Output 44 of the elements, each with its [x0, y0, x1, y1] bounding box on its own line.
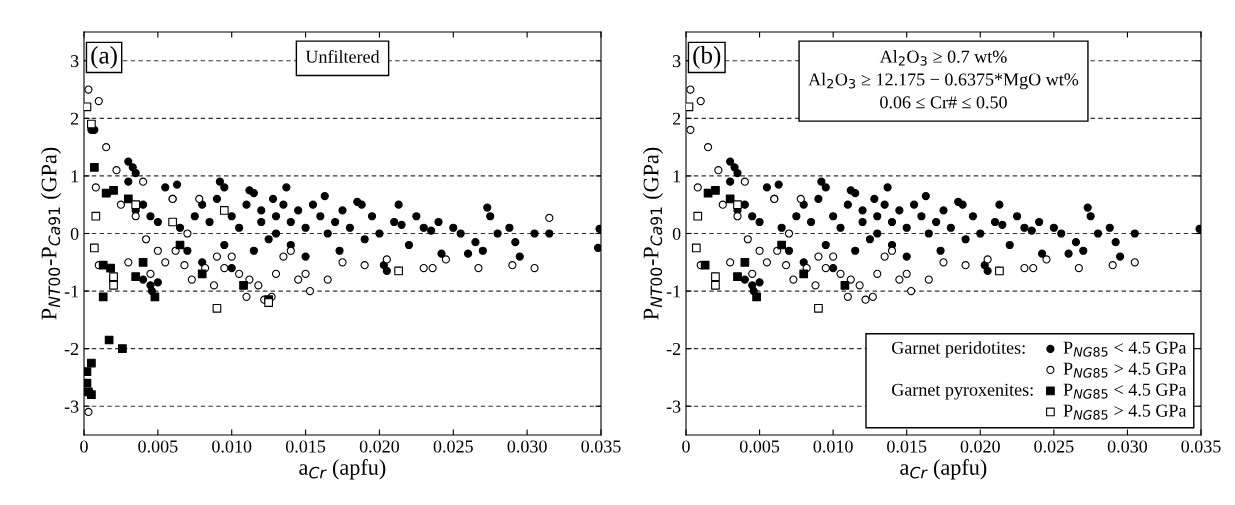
- y-tick-label: 0: [70, 227, 79, 240]
- legend-label: P$_{NG85}$ < 4.5 GPa: [1063, 383, 1187, 399]
- annotation: (b): [693, 46, 721, 69]
- y-tick-label: 2: [672, 112, 681, 125]
- y-tick-label: 1: [673, 170, 681, 183]
- x-tick-label: 0.030: [1107, 440, 1148, 453]
- x-tick-label: 0.010: [813, 440, 853, 453]
- x-tick-label: 0: [80, 440, 88, 453]
- x-tick-label: 0.010: [212, 440, 252, 453]
- y-tick-label: -2: [666, 342, 681, 355]
- legend-label: P$_{NG85}$ < 4.5 GPa: [1063, 341, 1187, 357]
- y-tick-label: -3: [666, 400, 681, 413]
- x-tick-label: 0.035: [581, 440, 621, 453]
- y-tick-label: -1: [666, 285, 681, 298]
- y-tick-label: -2: [64, 342, 79, 355]
- x-tick-label: 0: [682, 440, 690, 453]
- x-tick-label: 0.025: [1034, 440, 1074, 453]
- y-tick-label: 3: [672, 55, 681, 68]
- legend-label: P$_{NG85}$ > 4.5 GPa: [1063, 404, 1187, 420]
- x-tick-label: 0.035: [1181, 440, 1221, 453]
- y-axis-title: P$_{NT00}$-P$_{Ca91}$ (GPa): [642, 147, 664, 320]
- y-axis-title: P$_{NT00}$-P$_{Ca91}$ (GPa): [40, 147, 62, 320]
- x-axis-title: a$_{Cr}$ (apfu): [299, 459, 386, 480]
- annotation: Unfiltered: [305, 49, 380, 63]
- annotation: Garnet peridotites:: [892, 341, 1025, 358]
- x-axis-title: a$_{Cr}$ (apfu): [900, 459, 987, 480]
- y-tick-label: 3: [70, 55, 79, 68]
- y-tick-label: 1: [71, 170, 79, 183]
- y-tick-label: -3: [64, 400, 79, 413]
- y-tick-label: 2: [70, 112, 79, 125]
- x-tick-label: 0.015: [285, 440, 326, 453]
- y-tick-label: -1: [64, 285, 79, 298]
- legend-label: P$_{NG85}$ > 4.5 GPa: [1063, 362, 1187, 378]
- x-tick-label: 0.030: [507, 440, 547, 453]
- text: Al$_{2}$O$_{3}$ ≥ 0.7 wt% Al$_{2}$O$_{3}$ ≥ 12.175 − 0.6375*MgO wt% 0.06 ≤ Cr# ≤ 0.50: [808, 50, 1079, 109]
- y-tick-label: 0: [672, 227, 681, 240]
- x-tick-label: 0.005: [739, 440, 780, 453]
- x-tick-label: 0.005: [138, 440, 178, 453]
- annotation: Garnet pyroxenites:: [892, 383, 1033, 400]
- x-tick-label: 0.020: [359, 440, 400, 453]
- x-tick-label: 0.025: [433, 440, 473, 453]
- annotation: (a): [91, 46, 117, 69]
- x-tick-label: 0.015: [887, 440, 927, 453]
- x-tick-label: 0.020: [960, 440, 1000, 453]
